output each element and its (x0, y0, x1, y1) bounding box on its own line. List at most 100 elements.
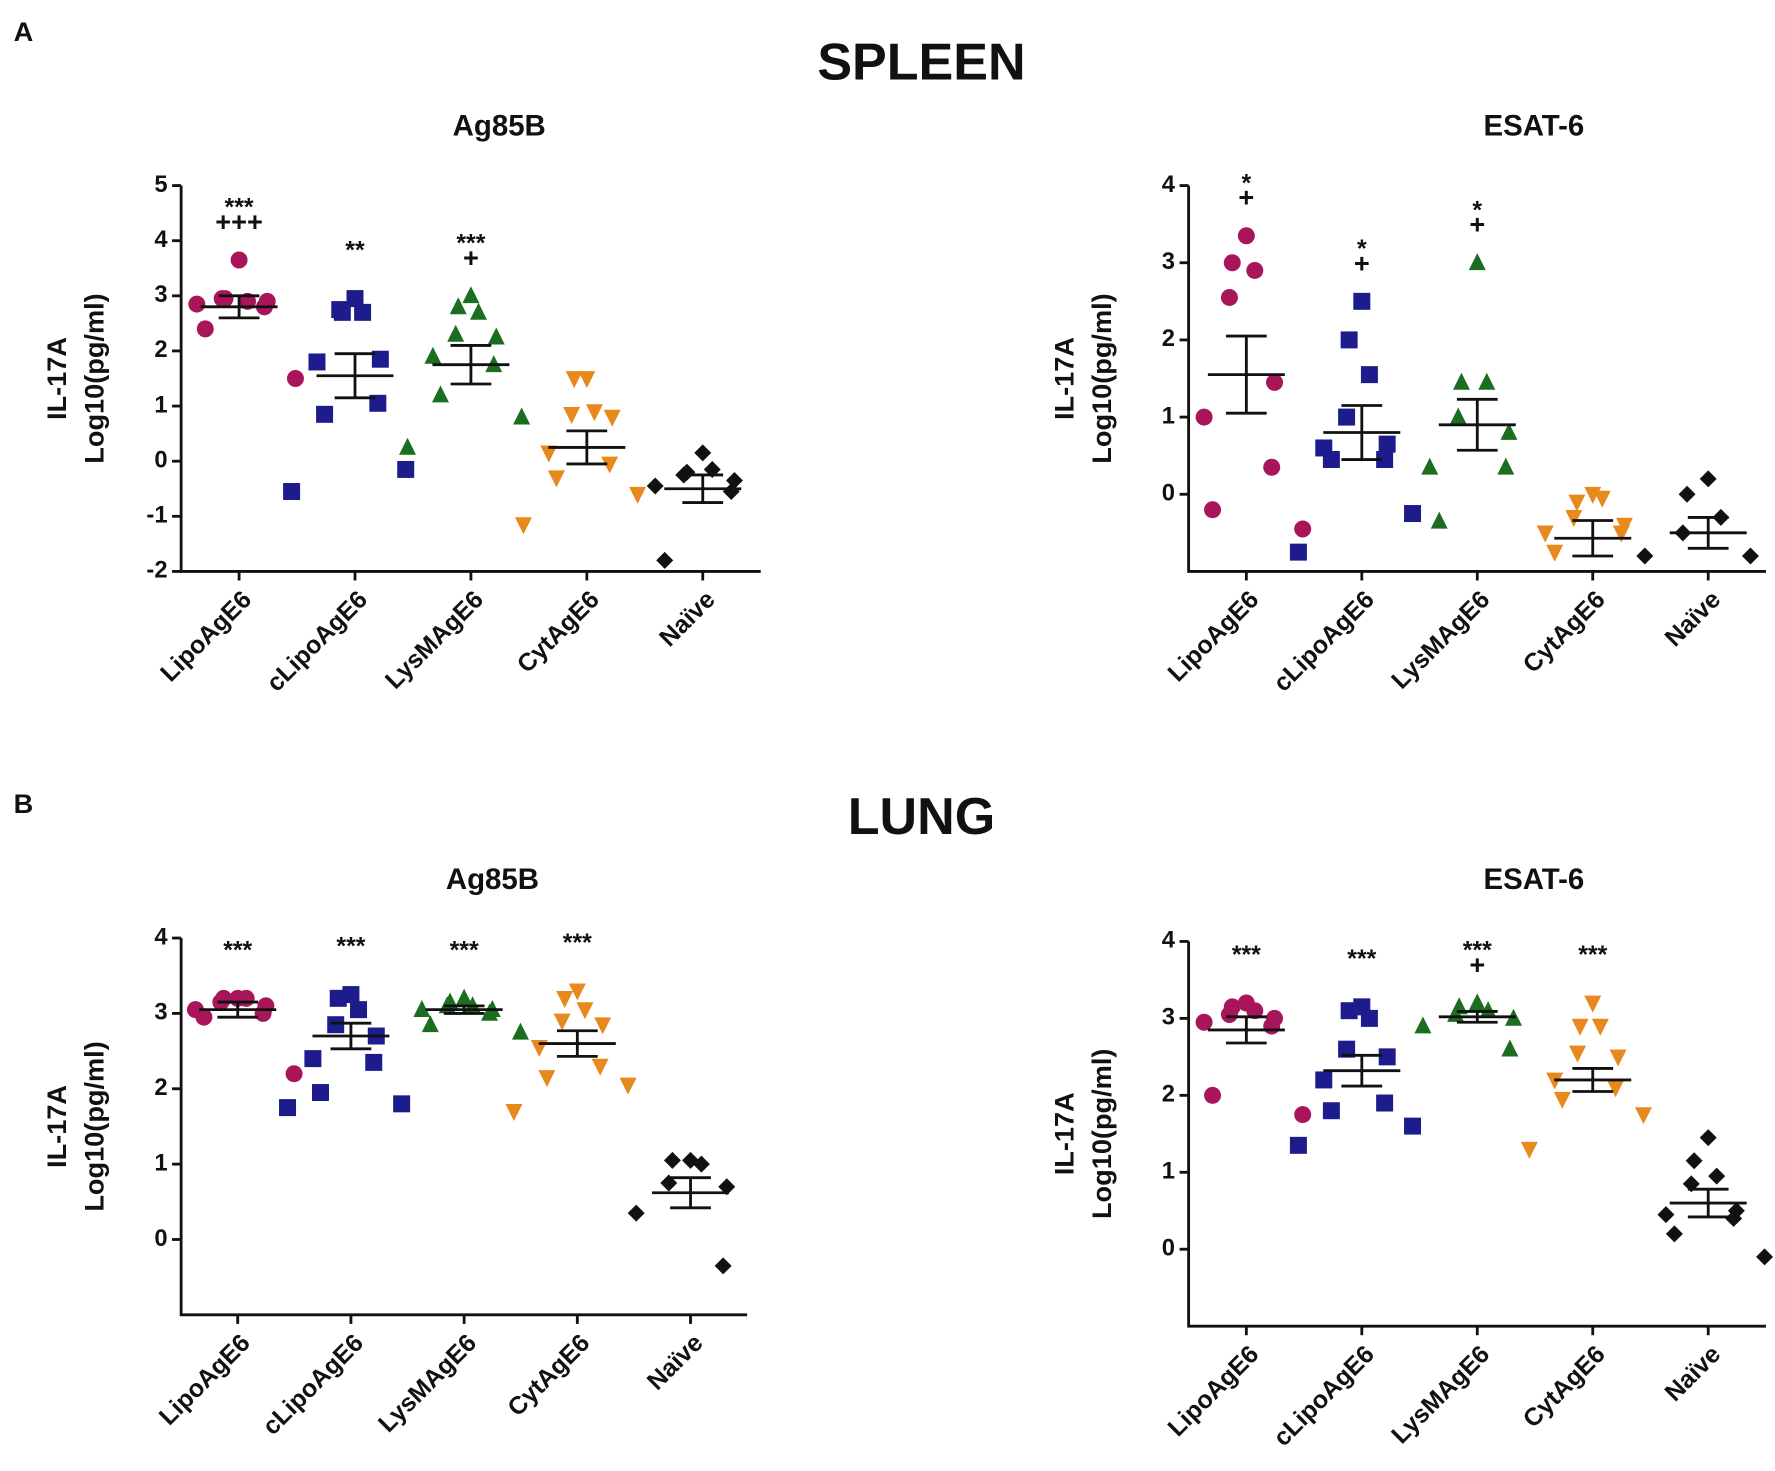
data-point (393, 1095, 411, 1113)
y-tick-label: 2 (154, 336, 167, 363)
data-point (195, 1008, 213, 1026)
data-point (1468, 993, 1486, 1011)
data-point (1553, 1091, 1571, 1109)
significance-plus: + (1238, 182, 1254, 213)
data-point (1204, 1086, 1222, 1104)
y-tick-label: 0 (1162, 1235, 1175, 1262)
data-point (1468, 253, 1486, 271)
data-point (350, 1001, 368, 1019)
data-point (196, 320, 214, 338)
y-axis-label: Log10(pg/ml) (1086, 293, 1117, 463)
x-tick-label: LysMAgE6 (1386, 1340, 1495, 1449)
data-point (316, 405, 334, 423)
y-tick-label: 1 (1162, 1158, 1175, 1185)
panel-label: A (14, 16, 34, 47)
data-point (1294, 1106, 1312, 1124)
data-point (505, 1104, 523, 1121)
data-point (1263, 458, 1281, 476)
data-point (1338, 408, 1356, 426)
data-point (1636, 547, 1654, 565)
data-point (1360, 366, 1378, 384)
data-point (578, 371, 596, 389)
data-point (1520, 1141, 1538, 1159)
data-point (329, 989, 347, 1007)
data-point (312, 1084, 329, 1102)
data-point (1565, 510, 1583, 528)
y-tick-label: -2 (146, 557, 167, 584)
y-tick-label: 4 (154, 226, 168, 253)
y-tick-label: 5 (154, 171, 167, 198)
y-tick-label: 4 (154, 923, 168, 950)
data-point (540, 445, 558, 463)
data-point (556, 990, 574, 1008)
y-axis-label: IL-17A (41, 1085, 72, 1168)
y-axis-label: IL-17A (1049, 337, 1080, 420)
significance-stars: *** (1463, 937, 1492, 965)
data-point (1536, 525, 1554, 543)
data-point (1263, 1017, 1281, 1035)
x-tick-label: CytAgE6 (512, 585, 605, 678)
data-point (601, 456, 619, 474)
data-point (594, 1017, 612, 1035)
y-tick-label: 2 (1162, 325, 1175, 352)
data-point (1266, 373, 1284, 391)
data-point (279, 1099, 297, 1117)
data-point (399, 437, 417, 455)
significance-plus: + (1354, 247, 1370, 278)
data-point (656, 551, 674, 569)
significance-plus: + (1469, 949, 1485, 980)
x-tick-label: CytAgE6 (1518, 1340, 1611, 1433)
data-point (692, 1155, 710, 1173)
data-point (1246, 261, 1264, 279)
data-point (1756, 1248, 1774, 1266)
data-point (1607, 1080, 1625, 1098)
data-point (1546, 544, 1564, 562)
data-point (1568, 494, 1586, 512)
data-point (646, 477, 664, 495)
data-point (487, 327, 505, 345)
data-point (413, 1000, 431, 1017)
data-point (237, 989, 255, 1007)
y-tick-label: 3 (1162, 248, 1175, 275)
data-point (431, 385, 449, 403)
y-axis-label: Log10(pg/ml) (78, 293, 109, 463)
data-point (603, 409, 621, 427)
x-tick-label: cLipoAgE6 (257, 1329, 369, 1441)
significance-stars: * (1242, 169, 1252, 197)
data-point (1376, 1094, 1394, 1112)
data-point (722, 483, 740, 500)
x-tick-label: Naïve (1659, 1340, 1726, 1407)
significance-stars: *** (223, 937, 252, 965)
data-point (1571, 1018, 1589, 1036)
y-tick-label: 2 (1162, 1081, 1175, 1108)
chart-title: ESAT-6 (1483, 110, 1584, 143)
data-point (1404, 505, 1422, 523)
data-point (1322, 1102, 1340, 1120)
significance-stars: *** (225, 194, 254, 222)
data-point (1340, 1002, 1358, 1020)
data-point (718, 1178, 736, 1196)
data-point (354, 303, 372, 321)
data-point (513, 407, 531, 425)
data-point (1289, 543, 1307, 561)
data-point (1289, 1136, 1307, 1154)
data-point (327, 1016, 345, 1034)
data-point (285, 1065, 303, 1083)
chart-title: Ag85B (446, 863, 539, 896)
data-point (1741, 547, 1759, 565)
y-tick-label: 3 (154, 999, 167, 1026)
data-point (565, 371, 583, 389)
data-point (1449, 407, 1467, 425)
x-tick-label: CytAgE6 (502, 1329, 595, 1422)
data-point (1223, 254, 1241, 272)
data-point (1725, 1209, 1743, 1227)
data-point (514, 517, 532, 535)
data-point (553, 1013, 571, 1031)
data-point (568, 983, 586, 1001)
x-tick-label: cLipoAgE6 (261, 585, 373, 697)
data-point (346, 290, 364, 308)
data-point (308, 353, 326, 371)
data-point (1609, 1049, 1627, 1067)
data-point (1634, 1107, 1652, 1125)
